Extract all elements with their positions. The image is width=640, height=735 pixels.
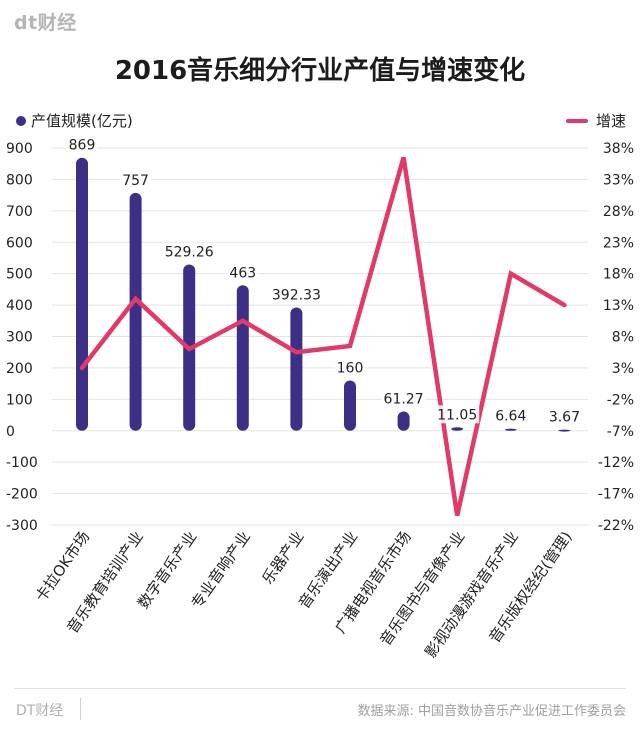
- bar-value-label: 757: [122, 173, 149, 189]
- bar: [397, 411, 410, 431]
- data-source: 数据来源: 中国音数协音乐产业促进工作委员会: [357, 704, 626, 719]
- right-tick-label: 28%: [603, 204, 634, 220]
- left-tick-label: -300: [6, 518, 38, 534]
- bar-value-label: 529.26: [165, 244, 214, 260]
- chart-plot: 900 800 700 600 500 400 300 200 100 0 -100 -200 -300…: [6, 135, 634, 661]
- right-tick-label: 13%: [603, 298, 634, 314]
- bar: [558, 429, 571, 432]
- left-tick-label: 400: [6, 298, 33, 314]
- bar-value-label-bg: [269, 285, 323, 304]
- bar-value-label-bg: [120, 170, 151, 189]
- left-tick-label: 900: [6, 141, 33, 157]
- right-tick-label: -22%: [598, 518, 634, 534]
- bar: [504, 428, 517, 431]
- bar: [236, 285, 249, 431]
- bar-value-label: 392.33: [272, 287, 321, 303]
- footer-brand: DT财经: [16, 703, 64, 719]
- logo-text: dt财经: [14, 12, 77, 34]
- bar-value-label: 11.05: [437, 407, 477, 423]
- growth-line: [79, 156, 567, 517]
- bar-value-label: 463: [229, 265, 256, 281]
- legend-bars: 产值规模(亿元): [16, 110, 133, 131]
- bar-value-label-bg: [546, 407, 582, 426]
- category-label: 影视动漫游戏音乐产业: [421, 528, 522, 661]
- bar-value-label: 3.67: [549, 410, 580, 426]
- right-tick-label: -2%: [607, 392, 634, 408]
- left-tick-label: 300: [6, 330, 33, 346]
- right-tick-label: 3%: [612, 361, 634, 377]
- chart-title: 2016音乐细分行业产值与增速变化: [114, 56, 526, 86]
- left-tick-label: 700: [6, 204, 33, 220]
- bar-value-label: 61.27: [384, 392, 424, 408]
- legend-line-swatch: [565, 118, 588, 123]
- left-tick-label: 0: [6, 424, 15, 440]
- bar-value-label: 869: [69, 138, 96, 154]
- bar: [76, 157, 88, 431]
- right-tick-label: 33%: [603, 172, 634, 188]
- footer-separator: [80, 698, 81, 720]
- bar-value-label-bg: [227, 263, 259, 282]
- bar-value-label-bg: [162, 242, 216, 261]
- bar: [290, 307, 303, 431]
- right-tick-label: -12%: [598, 455, 634, 471]
- left-tick-label: 100: [6, 392, 33, 408]
- bar: [451, 427, 464, 431]
- right-tick-label: -17%: [598, 487, 634, 503]
- left-tick-label: -100: [6, 455, 38, 471]
- footer-divider: [14, 688, 626, 689]
- bar-value-label-bg: [493, 406, 529, 425]
- left-tick-label: 800: [6, 172, 33, 188]
- left-tick-label: -200: [6, 487, 38, 503]
- legend-bar-swatch: [16, 115, 26, 126]
- legend-bar-label: 产值规模(亿元): [31, 112, 133, 130]
- brand-logo: dt财经: [14, 8, 77, 35]
- bar-value-label-bg: [435, 405, 480, 424]
- legend-line: 增速: [565, 110, 626, 131]
- category-label: 乐器产业: [259, 528, 308, 587]
- right-tick-label: -7%: [607, 424, 634, 440]
- left-tick-label: 200: [6, 361, 33, 377]
- left-tick-label: 500: [6, 267, 33, 283]
- right-tick-label: 23%: [603, 235, 634, 251]
- bar-value-label: 160: [337, 360, 364, 376]
- bar: [129, 192, 142, 431]
- bar-value-label-bg: [381, 389, 426, 408]
- bar: [344, 380, 356, 431]
- left-tick-label: 600: [6, 235, 33, 251]
- legend-line-label: 增速: [595, 112, 626, 130]
- bar-value-label: 6.64: [495, 409, 526, 425]
- right-tick-label: 8%: [612, 330, 634, 346]
- bar-value-label-bg: [66, 135, 98, 154]
- right-tick-label: 18%: [603, 267, 634, 283]
- bar-value-label-bg: [334, 358, 366, 377]
- right-tick-label: 38%: [603, 141, 634, 157]
- category-label: 卡拉OK市场: [32, 528, 94, 605]
